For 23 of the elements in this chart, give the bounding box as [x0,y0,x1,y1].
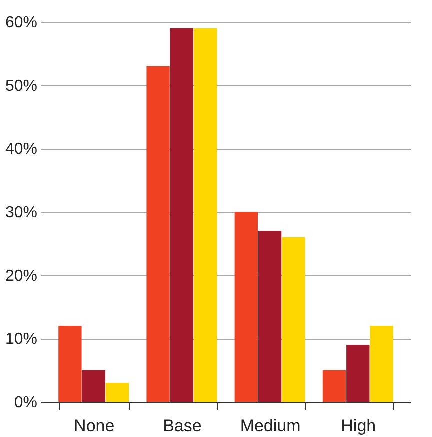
bar [170,28,194,402]
bar [322,370,346,402]
x-tick-label: High [341,416,376,436]
x-tick-label: Medium [240,416,301,436]
bar [234,212,258,402]
y-tick-label: 20% [5,268,38,285]
bar [346,345,370,402]
bar [282,237,306,402]
bar [258,231,282,402]
y-tick-label: 40% [5,141,38,158]
x-tick-label: Base [163,416,202,436]
bar [106,383,130,402]
y-tick-label: 60% [5,14,38,32]
bar [370,326,394,402]
bar [58,326,82,402]
y-tick-label: 50% [5,78,38,95]
y-tick-label: 10% [5,331,38,348]
y-tick-label: 0% [14,394,38,412]
bar [82,370,106,402]
y-tick-label: 30% [5,204,38,222]
bar [194,28,218,402]
x-tick-label: None [74,416,115,436]
bar [146,66,170,402]
